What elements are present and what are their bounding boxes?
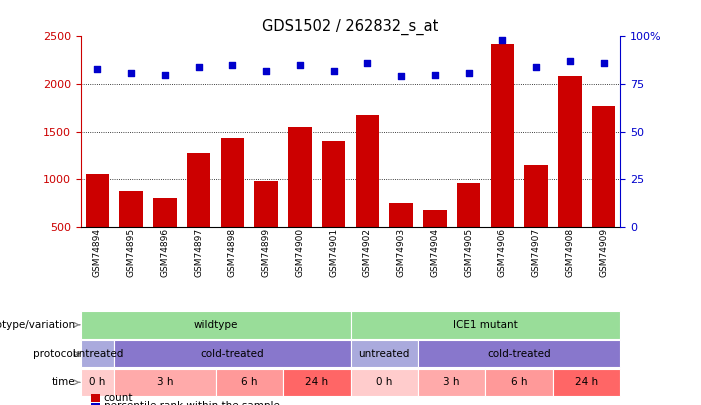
Text: time: time [52, 377, 76, 387]
Bar [389, 203, 413, 275]
Bar [423, 210, 447, 275]
Text: 3 h: 3 h [157, 377, 173, 387]
Text: 0 h: 0 h [89, 377, 106, 387]
Point [261, 68, 272, 74]
Text: percentile rank within the sample: percentile rank within the sample [104, 401, 280, 405]
Point [294, 62, 306, 68]
Text: 3 h: 3 h [444, 377, 460, 387]
Point [463, 69, 474, 76]
Point [429, 71, 440, 78]
Point [531, 64, 542, 70]
Text: genotype/variation: genotype/variation [0, 320, 76, 330]
Bar [187, 153, 210, 275]
Bar [119, 191, 143, 275]
Text: 6 h: 6 h [241, 377, 257, 387]
Text: cold-treated: cold-treated [487, 349, 551, 358]
Point [227, 62, 238, 68]
Bar [288, 127, 312, 275]
Point [362, 60, 373, 66]
Bar [153, 198, 177, 275]
Text: 0 h: 0 h [376, 377, 393, 387]
Bar [491, 44, 514, 275]
Bar [322, 141, 346, 275]
Point [497, 37, 508, 43]
Text: count: count [104, 393, 133, 403]
Text: untreated: untreated [358, 349, 410, 358]
Bar [254, 181, 278, 275]
Text: protocol: protocol [33, 349, 76, 358]
Text: untreated: untreated [72, 349, 123, 358]
Title: GDS1502 / 262832_s_at: GDS1502 / 262832_s_at [262, 19, 439, 35]
Bar [558, 77, 582, 275]
Bar [86, 175, 109, 275]
Bar [221, 138, 244, 275]
Point [564, 58, 576, 64]
Point [395, 73, 407, 80]
Text: 24 h: 24 h [575, 377, 598, 387]
Text: wildtype: wildtype [193, 320, 238, 330]
Text: 6 h: 6 h [511, 377, 527, 387]
Point [193, 64, 204, 70]
Text: ICE1 mutant: ICE1 mutant [453, 320, 518, 330]
Bar [355, 115, 379, 275]
Point [328, 68, 339, 74]
Text: cold-treated: cold-treated [200, 349, 264, 358]
Point [598, 60, 609, 66]
Point [92, 66, 103, 72]
Bar [457, 183, 480, 275]
Text: 24 h: 24 h [305, 377, 328, 387]
Point [125, 69, 137, 76]
Point [159, 71, 170, 78]
Bar [592, 106, 615, 275]
Bar [524, 165, 548, 275]
